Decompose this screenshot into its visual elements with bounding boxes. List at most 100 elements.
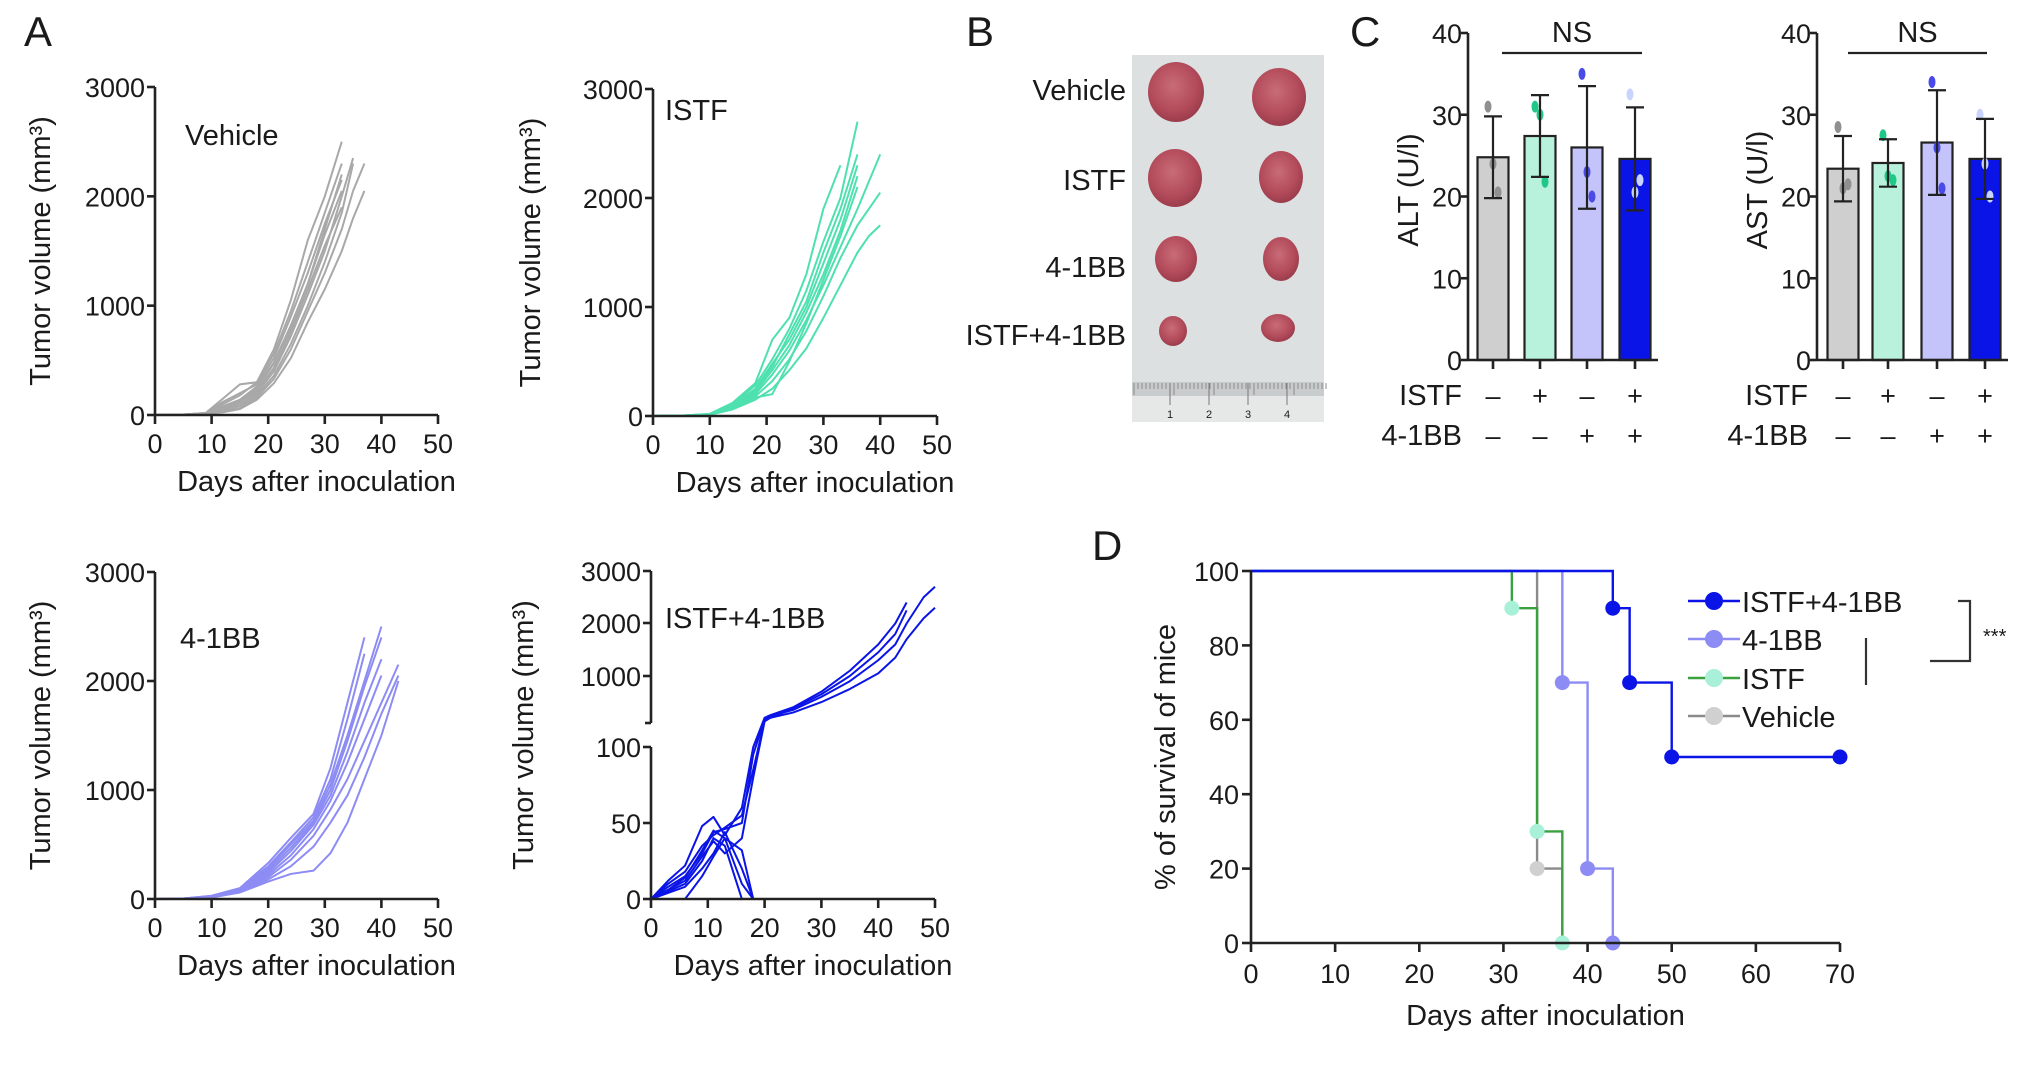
tumor-istf-2 — [1259, 151, 1303, 203]
y-tick-label: 2000 — [85, 667, 145, 697]
significance-label: NS — [1552, 17, 1592, 49]
x-tick-label: 50 — [423, 913, 453, 943]
y-tick-label: 3000 — [583, 75, 643, 105]
row-label-4-1bb: 4-1BB — [1381, 420, 1462, 452]
x-tick-label: 70 — [1825, 959, 1855, 989]
y-tick-label: 10 — [1781, 264, 1811, 294]
alt-bar-chart: – – + – – + + +0 10 20 30 40 ALT (U/l) NS ISTF 4-1BB — [1381, 17, 1658, 452]
growth-curve — [154, 174, 343, 416]
y-tick-label: 3000 — [581, 557, 641, 587]
istf-sign: – — [1929, 381, 1944, 411]
survival-curve-istf-4-1bb — [1251, 569, 1840, 759]
x-tick-label: 20 — [253, 429, 283, 459]
x-axis-title: Days after inoculation — [676, 467, 955, 499]
photo-row-label: ISTF+4-1BB — [966, 320, 1126, 352]
growth-chart-vehicle: 0 1000 2000 3000 0 10 20 30 40 50 Days after inocu… — [25, 73, 456, 498]
x-tick-label: 30 — [808, 430, 838, 460]
x-tick-label: 0 — [147, 913, 162, 943]
data-point — [1626, 88, 1634, 101]
ruler-label: 4 — [1284, 409, 1290, 421]
y-tick-label: 2000 — [583, 184, 643, 214]
y-tick-label: 0 — [626, 885, 641, 915]
tumor-4-1bb-1 — [1155, 236, 1197, 282]
legend-marker — [1705, 592, 1723, 610]
x-tick-label: 40 — [863, 913, 893, 943]
data-point — [1834, 121, 1842, 134]
panel-label-b: B — [966, 8, 994, 55]
tumor-vehicle-1 — [1148, 62, 1204, 122]
tumor-istf-1 — [1148, 149, 1202, 207]
x-tick-label: 50 — [922, 430, 952, 460]
4-1bb-sign: – — [1880, 421, 1895, 451]
survival-curve-4-1bb — [1251, 569, 1615, 943]
y-axis-title: Tumor volume (mm³) — [515, 118, 547, 388]
group-label: Vehicle — [185, 120, 279, 152]
y-tick-label: 3000 — [85, 73, 145, 103]
y-tick-label: 0 — [130, 885, 145, 915]
data-point — [1494, 186, 1502, 199]
y-tick-label: 100 — [596, 733, 641, 763]
x-tick-label: 20 — [752, 430, 782, 460]
survival-marker — [1529, 823, 1545, 839]
y-axis-title: % of survival of mice — [1150, 624, 1182, 890]
panel-label-c: C — [1350, 8, 1380, 55]
panel-label-a: A — [24, 8, 52, 55]
legend-label: 4-1BB — [1742, 625, 1823, 657]
4-1bb-sign: + — [1579, 421, 1595, 451]
growth-curve — [652, 175, 859, 417]
x-tick-label: 20 — [750, 913, 780, 943]
y-tick-label: 1000 — [583, 293, 643, 323]
x-tick-label: 30 — [310, 429, 340, 459]
survival-chart: 0 20 40 60 80 100 0 10 20 30 40 50 60 70 Days after in… — [1150, 557, 2007, 1032]
data-point — [1986, 190, 1994, 203]
survival-marker — [1504, 600, 1520, 616]
growth-curve — [684, 837, 935, 900]
data-point — [1889, 174, 1897, 187]
survival-curve-istf — [1251, 569, 1564, 943]
y-tick-label: 40 — [1781, 19, 1811, 49]
legend-label: ISTF — [1742, 664, 1805, 696]
survival-marker — [1605, 600, 1621, 616]
ruler-label: 3 — [1245, 409, 1251, 421]
data-point — [1578, 67, 1586, 80]
4-1bb-sign: – — [1532, 421, 1547, 451]
y-tick-label: 3000 — [85, 558, 145, 588]
x-tick-label: 10 — [693, 913, 723, 943]
legend-label: Vehicle — [1742, 702, 1836, 734]
y-tick-label: 30 — [1781, 101, 1811, 131]
y-tick-label: 0 — [1447, 346, 1462, 376]
survival-marker — [1580, 861, 1596, 877]
x-tick-label: 30 — [1488, 959, 1518, 989]
y-tick-label: 50 — [611, 809, 641, 839]
x-tick-label: 40 — [366, 913, 396, 943]
growth-curve — [650, 607, 936, 900]
photo-row-label: Vehicle — [1032, 75, 1126, 107]
y-tick-label: 1000 — [85, 776, 145, 806]
x-tick-label: 10 — [695, 430, 725, 460]
growth-chart-4-1bb: 0 1000 2000 3000 0 10 20 30 40 50 Days after inocu… — [25, 558, 456, 982]
y-axis-title: Tumor volume (mm³) — [25, 116, 57, 386]
x-tick-label: 10 — [197, 429, 227, 459]
significance-label: *** — [1983, 626, 2007, 648]
row-label-4-1bb: 4-1BB — [1727, 420, 1808, 452]
photo-row-label: ISTF — [1063, 165, 1126, 197]
significance-bracket — [1930, 599, 1972, 663]
y-tick-label: 1000 — [581, 662, 641, 692]
y-tick-label: 40 — [1209, 780, 1239, 810]
y-axis-title: Tumor volume (mm³) — [508, 600, 540, 870]
data-point — [1928, 76, 1936, 89]
row-label-istf: ISTF — [1399, 380, 1462, 412]
legend-marker — [1705, 707, 1723, 725]
x-tick-label: 0 — [1243, 959, 1258, 989]
growth-curve — [154, 637, 383, 900]
y-tick-label: 60 — [1209, 706, 1239, 736]
data-point — [1588, 190, 1596, 203]
y-tick-label: 20 — [1432, 183, 1462, 213]
istf-sign: – — [1835, 381, 1850, 411]
growth-curve — [652, 154, 859, 417]
growth-chart-istf-4-1bb: 0 50 100 1000 2000 3000 0 10 20 30 40 50 Days after … — [508, 557, 952, 982]
data-point — [1531, 100, 1539, 113]
data-point — [1844, 178, 1852, 191]
4-1bb-sign: – — [1485, 421, 1500, 451]
